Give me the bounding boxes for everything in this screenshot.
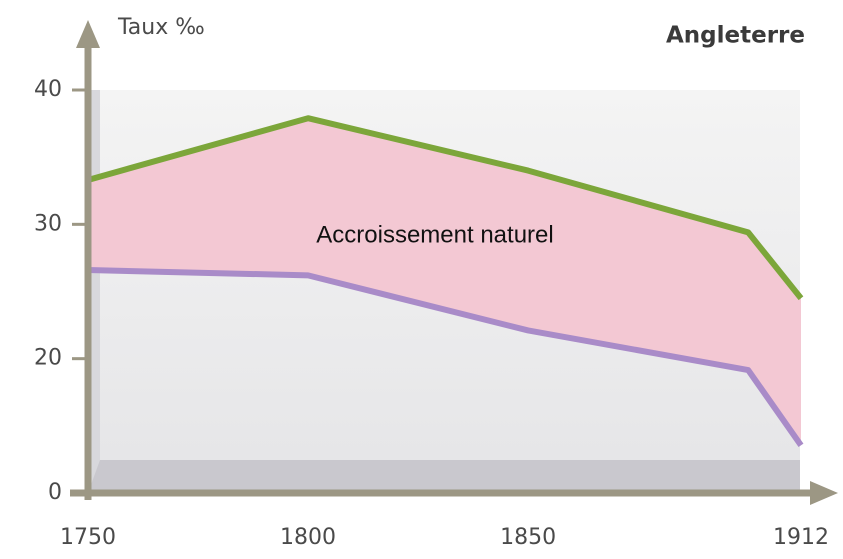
- y-tick-label: 40: [34, 77, 62, 102]
- y-axis-label: Taux ‰: [117, 15, 205, 40]
- x-axis-arrow: [810, 481, 838, 505]
- chart-title: Angleterre: [666, 23, 805, 49]
- x-tick-label: 1912: [773, 525, 829, 550]
- series-line: [87, 267, 804, 448]
- x-tick-label: 1850: [500, 525, 556, 550]
- annotation: Accroissement naturel: [316, 221, 553, 248]
- series-line: [87, 115, 804, 301]
- y-tick-label: 30: [34, 211, 62, 236]
- y-axis-arrow: [76, 20, 100, 48]
- x-tick-label: 1800: [280, 525, 336, 550]
- x-tick-label: 1750: [60, 525, 116, 550]
- y-tick-label: 20: [34, 346, 62, 371]
- plot-floor: [88, 460, 800, 493]
- y-tick-label: 0: [48, 480, 62, 505]
